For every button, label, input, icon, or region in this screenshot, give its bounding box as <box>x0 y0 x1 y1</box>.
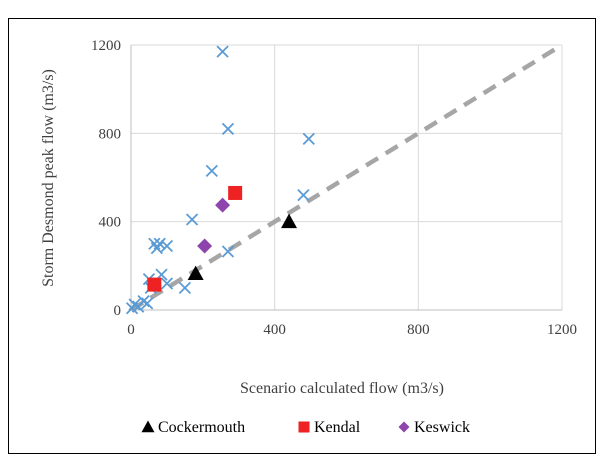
x-tick-label: 1200 <box>547 322 577 338</box>
y-tick-label: 800 <box>99 126 122 142</box>
x-stroke <box>128 298 141 311</box>
x-stroke <box>221 122 235 136</box>
keswick-point <box>215 197 231 213</box>
cockermouth-point <box>281 213 298 229</box>
x-stroke <box>205 164 218 178</box>
x-stroke <box>153 237 166 250</box>
reference-line-group <box>129 43 564 312</box>
observed-point <box>185 213 199 226</box>
x-stroke <box>137 295 150 308</box>
observed-point <box>160 239 174 253</box>
x-stroke <box>141 297 154 310</box>
legend: Cockermouth Kendal Keswick <box>141 419 470 436</box>
legend-marker-keswick <box>398 421 410 433</box>
tick-labels: 0 400 800 1200 0 400 800 1200 <box>91 38 577 338</box>
cockermouth-point <box>187 265 204 280</box>
legend-marker-cockermouth <box>141 420 155 433</box>
legend-label-kendal: Kendal <box>314 419 361 436</box>
kendal-point <box>228 185 243 200</box>
x-stroke <box>302 132 315 145</box>
chart-frame: 0 400 800 1200 0 400 800 1200 Scenario calculat… <box>8 18 596 454</box>
x-stroke <box>221 245 235 258</box>
data-points <box>125 45 315 315</box>
x-stroke <box>160 239 174 253</box>
x-stroke <box>178 281 192 295</box>
observed-point <box>178 281 192 295</box>
y-tick-label: 400 <box>99 215 122 231</box>
x-stroke <box>148 237 161 250</box>
reference-line <box>129 43 564 312</box>
x-stroke <box>297 189 310 202</box>
observed-point <box>302 132 315 145</box>
legend-label-keswick: Keswick <box>414 419 470 436</box>
x-stroke <box>216 45 229 58</box>
legend-label-cockermouth: Cockermouth <box>158 419 245 436</box>
observed-point <box>160 277 174 290</box>
observed-point <box>137 295 150 308</box>
gridlines <box>131 44 563 310</box>
observed-point <box>221 122 235 136</box>
x-axis-label: Scenario calculated flow (m3/s) <box>240 380 444 397</box>
x-tick-label: 0 <box>127 322 135 338</box>
keswick-point <box>197 238 213 254</box>
axes <box>130 45 562 311</box>
observed-point <box>297 189 310 202</box>
observed-point <box>153 237 166 250</box>
observed-point <box>141 297 154 310</box>
x-tick-label: 800 <box>407 322 430 338</box>
y-tick-label: 0 <box>114 303 122 319</box>
x-stroke <box>160 277 174 290</box>
kendal-point <box>147 277 162 292</box>
y-axis-label: Storm Desmond peak flow (m3/s) <box>40 69 57 287</box>
x-tick-label: 400 <box>263 322 286 338</box>
legend-marker-kendal <box>298 421 310 433</box>
observed-point <box>221 245 235 258</box>
observed-point <box>205 164 218 178</box>
observed-point <box>128 298 141 311</box>
observed-point <box>216 45 229 58</box>
scatter-chart: 0 400 800 1200 0 400 800 1200 Scenario calculat… <box>40 38 577 436</box>
y-tick-label: 1200 <box>91 38 121 54</box>
x-stroke <box>185 213 199 226</box>
